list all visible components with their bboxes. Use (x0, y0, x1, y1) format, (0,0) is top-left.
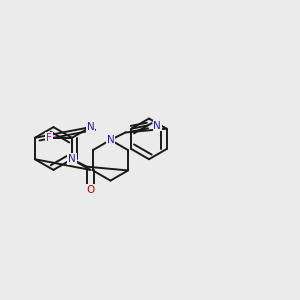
Text: N: N (68, 154, 76, 164)
Text: N: N (87, 122, 94, 132)
Text: F: F (46, 133, 52, 143)
Text: N: N (106, 135, 114, 145)
Text: O: O (86, 184, 94, 195)
Text: N: N (153, 121, 161, 130)
